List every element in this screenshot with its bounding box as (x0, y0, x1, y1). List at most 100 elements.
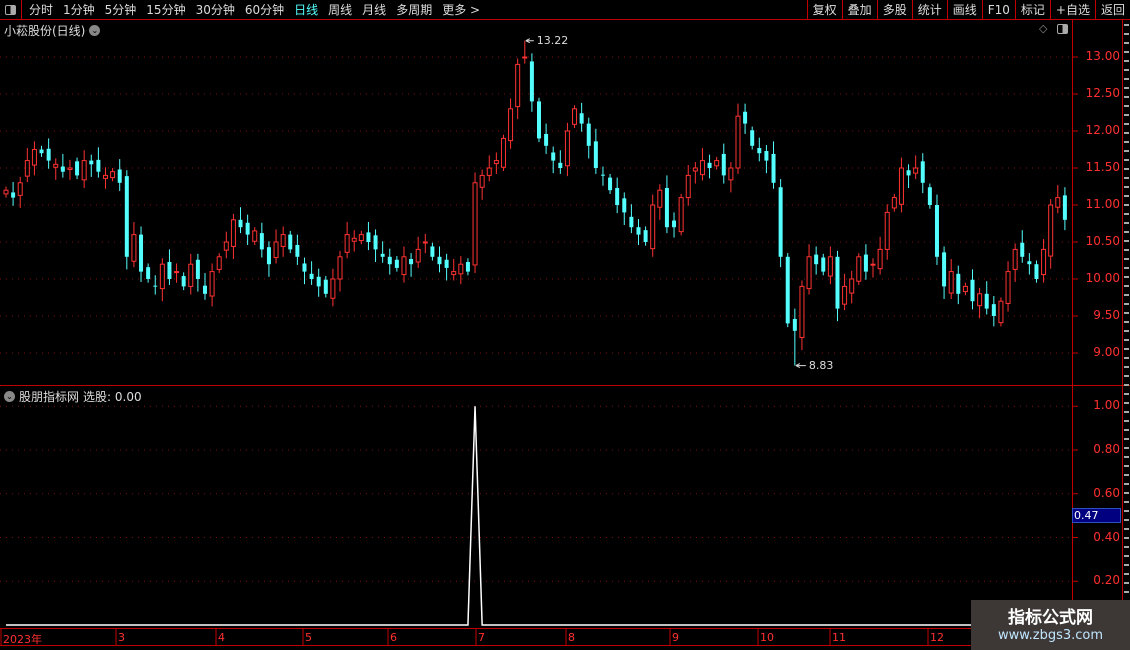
candle-body (465, 261, 470, 272)
side-strip-mark (1124, 96, 1129, 98)
candle-body (351, 237, 357, 242)
time-axis-label: 7 (478, 631, 485, 644)
toolbar-action-button[interactable]: 多股 (876, 0, 912, 20)
toolbar-action-button[interactable]: 标记 (1014, 0, 1050, 20)
candle-body (1034, 264, 1039, 279)
time-axis-label: 9 (672, 631, 679, 644)
period-tab[interactable]: 月线 (362, 3, 387, 17)
toolbar-action-button[interactable]: 返回 (1094, 0, 1130, 20)
candle-body (721, 153, 726, 176)
candle-body (139, 234, 144, 272)
candle-body (728, 167, 734, 181)
side-strip-mark (1124, 357, 1129, 359)
candle-body (692, 167, 698, 172)
toolbar-action-button[interactable]: F10 (981, 0, 1015, 20)
watermark-url: www.zbgs3.com (997, 628, 1104, 643)
side-strip-mark (1124, 564, 1129, 566)
candle-body (1027, 261, 1032, 265)
candle-body (337, 256, 343, 280)
candle-body (934, 205, 939, 257)
period-tab[interactable]: 周线 (328, 3, 353, 17)
period-tab[interactable]: 5分钟 (104, 3, 137, 17)
time-axis-label: 2023年 (3, 633, 42, 646)
candle-body (1062, 195, 1067, 220)
sidebar-toggle-button[interactable] (0, 0, 22, 20)
toolbar-action-button[interactable]: 复权 (806, 0, 842, 20)
side-strip-mark (1124, 393, 1129, 395)
toolbar-action-button[interactable]: 画线 (946, 0, 982, 20)
candle-body (1048, 204, 1054, 257)
candle-body (1055, 197, 1061, 208)
main-pane-header: 小菘股份(日线) ⌄ (4, 22, 101, 39)
side-strip-mark (1124, 78, 1129, 80)
period-tab[interactable]: 分时 (29, 3, 54, 17)
candle-body (500, 137, 506, 168)
indicator-title[interactable]: 股朋指标网 (19, 390, 80, 404)
candle-body (884, 211, 890, 250)
time-axis-label: 4 (218, 631, 225, 644)
candle-body (39, 149, 44, 154)
chevron-down-icon[interactable]: ⌄ (4, 391, 15, 402)
candle-body (984, 293, 989, 309)
candle-body (11, 192, 16, 198)
chevron-down-icon[interactable]: ⌄ (89, 25, 101, 36)
candle-body (358, 234, 364, 242)
cursor-value-badge: 0.47 (1072, 508, 1121, 523)
side-strip-mark (1124, 447, 1129, 449)
candle-body (564, 130, 570, 167)
candle-body (707, 162, 712, 168)
candle-body (53, 163, 59, 168)
candle-body (146, 267, 151, 279)
side-strip-mark (1124, 501, 1129, 503)
toolbar-action-button[interactable]: 统计 (911, 0, 947, 20)
candle-body (792, 318, 797, 331)
side-strip-mark (1124, 591, 1129, 593)
time-axis-label: 6 (390, 631, 397, 644)
price-axis-label: 9.00 (1093, 345, 1120, 359)
candle-body (529, 61, 534, 102)
candle-body (486, 167, 492, 176)
indicator-line (6, 406, 1065, 626)
candle-body (970, 279, 975, 302)
candle-body (956, 273, 961, 294)
stock-title: 小菘股份(日线) (4, 24, 86, 38)
toolbar-action-button[interactable]: 叠加 (841, 0, 877, 20)
period-tab[interactable]: 更多 > (442, 3, 481, 17)
side-strip-mark (1124, 213, 1129, 215)
period-tab[interactable]: 15分钟 (146, 3, 186, 17)
candle-body (948, 271, 954, 294)
diamond-icon[interactable]: ◇ (1039, 22, 1048, 35)
toolbar-action-button[interactable]: +自选 (1049, 0, 1095, 20)
side-strip-mark (1124, 177, 1129, 179)
period-tab[interactable]: 1分钟 (63, 3, 95, 17)
period-tab[interactable]: 多周期 (396, 3, 433, 17)
indicator-pane-header: ⌄ 股朋指标网 选股: 0.00 (4, 388, 142, 405)
panel-toggle-icon[interactable] (1057, 24, 1068, 34)
candle-body (977, 293, 983, 307)
candle-body (437, 256, 442, 265)
candle-body (295, 244, 300, 257)
candle-body (472, 182, 478, 266)
side-strip-mark (1124, 195, 1129, 197)
candle-body (991, 304, 996, 316)
indicator-axis-label: 0.60 (1093, 485, 1120, 500)
candle-body (685, 174, 691, 199)
side-strip-mark (1124, 150, 1129, 152)
candle-body (714, 160, 720, 167)
side-strip-mark (1124, 186, 1129, 188)
candle-body (401, 256, 407, 276)
candle-body (757, 148, 762, 154)
candle-body (962, 285, 968, 293)
time-axis-label: 12 (930, 631, 944, 644)
period-tab[interactable]: 30分钟 (195, 3, 235, 17)
period-tab[interactable]: 日线 (294, 3, 319, 17)
candle-body (942, 252, 947, 287)
candle-body (344, 234, 350, 253)
candle-body (870, 263, 876, 266)
side-strip-mark (1124, 258, 1129, 260)
candle-body (664, 187, 669, 228)
side-strip-mark (1124, 519, 1129, 521)
candle-body (750, 130, 755, 146)
period-tab[interactable]: 60分钟 (244, 3, 285, 17)
